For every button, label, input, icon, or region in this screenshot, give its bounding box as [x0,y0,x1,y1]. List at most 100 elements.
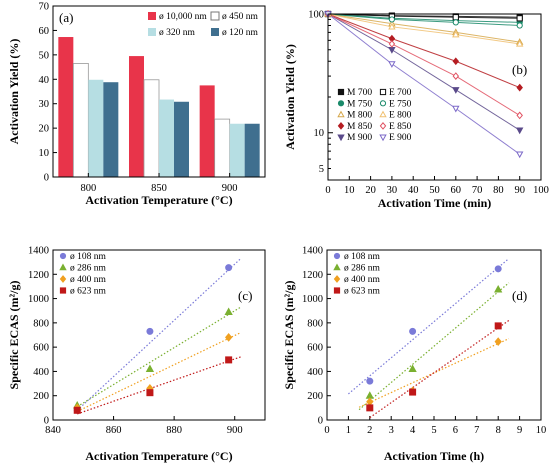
legend-label: ø 108 nm [344,252,381,262]
bar [174,101,189,177]
y-tick-label: 1400 [28,246,49,257]
y-tick-label: 50 [39,50,50,61]
legend-marker [337,110,345,118]
bar [159,99,174,177]
y-tick-label: 1000 [302,294,323,305]
x-tick-label: 90 [514,185,525,196]
data-point [366,377,374,385]
legend-label: E 700 [389,88,412,98]
data-point [388,16,395,23]
x-axis-title: Activation Time (h) [384,449,484,463]
data-point [516,111,523,120]
data-point [409,388,417,396]
legend-label: E 750 [389,99,412,109]
bar [244,123,260,177]
bar [72,63,89,178]
series-line [327,13,520,43]
data-point [452,72,460,80]
y-tick-label: 400 [307,367,323,378]
y-tick-label: 70 [39,2,50,13]
fit-line [77,356,241,415]
plot-frame [52,5,266,178]
fit-line [358,282,510,411]
x-tick-label: 3 [389,425,394,436]
legend-marker [379,88,387,96]
plot-frame [326,249,542,421]
x-tick-label: 20 [365,185,376,196]
x-tick-label: 850 [151,183,167,194]
y-tick-label: 600 [33,343,49,354]
data-point [388,22,396,30]
y-axis-title: Specific ECAS (m²/g) [282,281,296,390]
x-tick-label: 4 [410,425,416,436]
y-tick-label: 600 [307,343,323,354]
data-point [145,364,155,373]
fit-line [358,338,510,408]
fit-line [76,332,242,413]
bar [103,82,119,177]
legend-marker [333,287,341,294]
data-point [146,327,154,335]
y-tick-label: 0 [44,173,49,184]
series-line [327,13,520,19]
x-tick-label: 1 [346,425,351,436]
x-tick-label: 30 [387,185,398,196]
y-tick-label: 60 [39,26,50,37]
legend-label: E 800 [389,111,412,121]
x-axis-title: Activation Temperature (°C) [85,193,232,207]
legend-label: E 850 [389,122,412,132]
legend-marker [379,100,387,107]
data-point [452,105,460,113]
bar [88,79,104,177]
legend-marker [59,275,67,283]
legend-label: ø 286 nm [70,264,107,274]
y-tick-label: 5 [319,164,324,175]
legend-marker [337,121,345,130]
data-point [408,364,417,373]
legend-marker [59,252,67,260]
x-tick-label: 860 [106,425,122,436]
fit-line [76,306,242,408]
panel-a-chart: 0 10 20 30 40 50 60 70 800 850 900 ø 10,000 nm ø 450… [7,2,266,207]
y-tick-label: 100 [308,10,324,21]
legend-marker [379,134,387,142]
legend-marker [337,88,345,96]
y-tick-label: 0 [44,416,49,427]
y-tick-label: 0 [318,416,323,427]
x-tick-label: 880 [166,425,182,436]
legend-label: ø 623 nm [344,287,381,297]
y-tick-label: 800 [307,318,323,329]
legend-label: ø 623 nm [70,287,107,297]
y-axis-title: Activation Yield (%) [7,39,21,145]
panel-label: (a) [59,10,73,25]
y-axis-title: Specific ECAS (m²/g) [7,281,21,390]
legend-swatch [210,11,220,21]
legend-swatch [211,28,219,36]
series-line [327,13,520,89]
data-point [146,389,154,397]
y-tick-label: 10 [39,148,50,159]
series-line [327,13,520,27]
x-tick-label: 900 [227,425,243,436]
panel-c-chart: 0 200 400 600 800 1000 1200 1400 840 860 880 900 ø 1… [7,246,266,463]
x-tick-label: 100 [533,185,549,196]
bar [129,56,144,178]
legend-marker [333,275,341,283]
y-tick-label: 20 [39,124,50,135]
y-tick-label: 1200 [302,270,323,281]
data-point [452,14,459,21]
legend-marker [333,263,341,271]
fit-line [76,258,242,411]
plot-frame [52,249,266,421]
y-tick-label: 1400 [302,246,323,257]
x-tick-label: 80 [493,185,504,196]
legend-marker [337,100,345,107]
x-tick-label: 10 [536,425,547,436]
x-tick-label: 50 [429,185,440,196]
data-point [494,265,502,273]
data-point [516,83,523,92]
x-tick-label: 900 [222,183,238,194]
legend-label: ø 400 nm [344,275,381,285]
